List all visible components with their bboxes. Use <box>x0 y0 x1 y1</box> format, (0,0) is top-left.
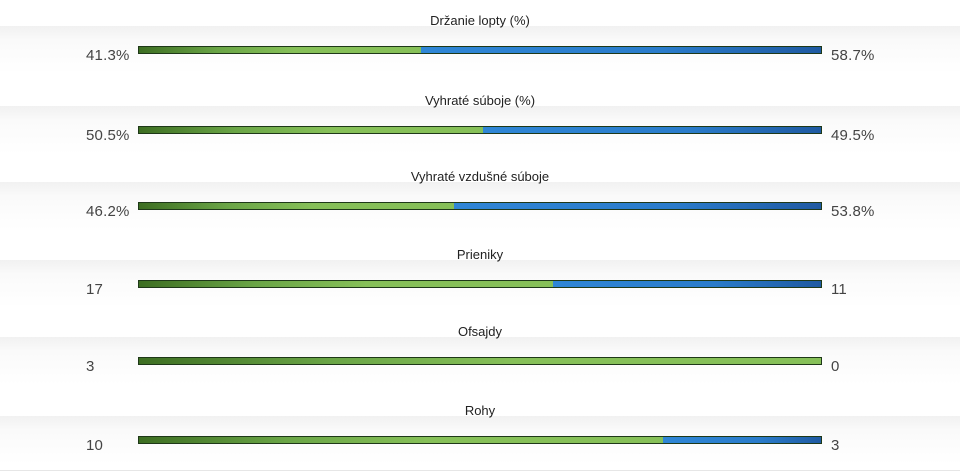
comparison-bar <box>138 357 822 365</box>
stat-label: Vyhraté súboje (%) <box>424 93 536 108</box>
stat-label: Vyhraté vzdušné súboje <box>410 169 550 184</box>
stat-label: Ofsajdy <box>457 324 503 339</box>
home-value: 10 <box>86 437 104 454</box>
home-bar-segment <box>139 281 553 287</box>
stat-label: Prieniky <box>456 247 504 262</box>
home-value: 46.2% <box>86 203 130 220</box>
comparison-bar <box>138 126 822 134</box>
home-value: 50.5% <box>86 127 130 144</box>
away-value: 58.7% <box>831 47 875 64</box>
comparison-bar <box>138 202 822 210</box>
away-bar-segment <box>454 203 821 209</box>
stat-label: Držanie lopty (%) <box>430 13 530 28</box>
stat-row-duels-won: Vyhraté súboje (%) 50.5% 49.5% <box>0 80 960 158</box>
away-value: 53.8% <box>831 203 875 220</box>
stat-row-aerial-duels: Vyhraté vzdušné súboje 46.2% 53.8% <box>0 156 960 234</box>
away-bar-segment <box>483 127 821 133</box>
away-bar-segment <box>663 437 821 443</box>
home-bar-segment <box>139 437 664 443</box>
stat-row-penetrations: Prieniky 17 11 <box>0 234 960 312</box>
away-value: 49.5% <box>831 127 875 144</box>
away-bar-segment <box>552 281 821 287</box>
home-bar-segment <box>139 203 455 209</box>
away-value: 0 <box>831 358 840 375</box>
home-bar-segment <box>139 127 484 133</box>
away-value: 3 <box>831 437 840 454</box>
stat-row-corners: Rohy 10 3 <box>0 390 960 468</box>
home-value: 17 <box>86 281 104 298</box>
away-bar-segment <box>420 47 821 53</box>
away-value: 11 <box>831 281 847 298</box>
home-bar-segment <box>139 47 421 53</box>
comparison-bar <box>138 436 822 444</box>
stat-label: Rohy <box>464 403 496 418</box>
comparison-bar <box>138 280 822 288</box>
home-value: 41.3% <box>86 47 130 64</box>
home-value: 3 <box>86 358 95 375</box>
stat-row-possession: Držanie lopty (%) 41.3% 58.7% <box>0 0 960 78</box>
stat-row-offsides: Ofsajdy 3 0 <box>0 311 960 389</box>
home-bar-segment <box>139 358 821 364</box>
comparison-bar <box>138 46 822 54</box>
